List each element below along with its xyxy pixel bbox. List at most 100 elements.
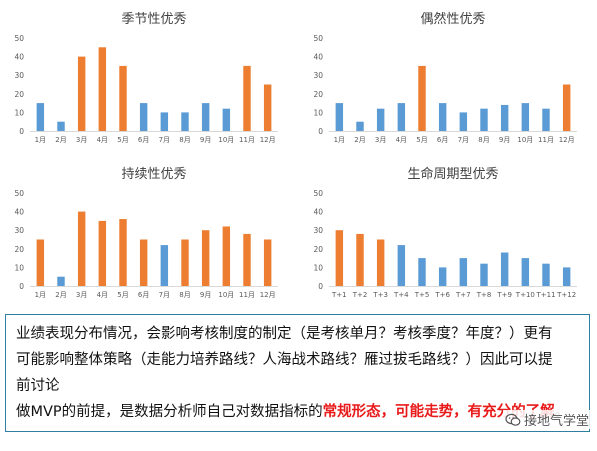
y-tick-label: 50	[14, 189, 24, 198]
description-line-4-prefix: 做MVP的前提，是数据分析师自己对数据指标的	[16, 404, 323, 420]
bar	[263, 239, 272, 286]
x-tick-label: 11月	[239, 291, 255, 299]
bar	[139, 239, 148, 286]
bar	[181, 239, 189, 286]
chart-svg: 偶然性优秀 0 10 20 30 40 50 1月 2月 3月 4月 5月 6月 7月 8月 9月 10月 11月…	[313, 11, 577, 144]
y-tick-label: 30	[313, 226, 323, 235]
bar	[160, 245, 169, 286]
bar	[562, 84, 571, 131]
x-tick-label: 11月	[538, 136, 554, 144]
bar	[36, 239, 45, 286]
y-tick-label: 0	[19, 282, 24, 291]
bar	[542, 108, 550, 131]
y-tick-label: 10	[14, 263, 24, 272]
description-line-4: 做MVP的前提，是数据分析师自己对数据指标的常规形态，可能走势，有充分的了解。	[16, 399, 583, 425]
bar	[119, 219, 127, 286]
bar	[201, 103, 210, 131]
x-tick-label: 3月	[76, 291, 87, 299]
watermark-text: 接地气学堂	[523, 414, 589, 429]
x-tick-label: 5月	[117, 136, 128, 144]
x-tick-label: T+7	[455, 291, 471, 299]
x-tick-label: 12月	[559, 136, 575, 144]
bar	[480, 263, 488, 286]
x-tick-label: 7月	[159, 136, 170, 144]
bar	[119, 65, 127, 131]
x-tick-label: 8月	[478, 136, 489, 144]
bar	[397, 245, 406, 286]
x-tick-label: 7月	[159, 291, 170, 299]
bar	[480, 108, 488, 131]
bar	[500, 104, 509, 131]
y-tick-label: 50	[14, 34, 24, 43]
bar	[181, 112, 189, 131]
chart-title: 生命周期型优秀	[407, 166, 498, 182]
x-tick-label: 2月	[55, 136, 66, 144]
bar	[263, 84, 272, 131]
x-tick-label: T+5	[414, 291, 430, 299]
x-tick-label: 4月	[97, 136, 108, 144]
x-tick-label: 6月	[437, 136, 448, 144]
bar	[356, 233, 364, 286]
x-tick-label: T+2	[352, 291, 368, 299]
x-tick-label: 5月	[416, 136, 427, 144]
description-line-1: 业绩表现分布情况，会影响考核制度的制定（是考核单月？考核季度？年度？）更有	[16, 326, 553, 342]
bar	[418, 65, 426, 131]
x-tick-label: 10月	[218, 291, 234, 299]
bar	[77, 56, 86, 131]
x-tick-label: T+6	[434, 291, 450, 299]
description-line-2: 可能影响整体策略（走能力培养路线？人海战术路线？雁过拔毛路线？）因此可以提	[16, 352, 553, 368]
description-highlight: 常规形态，可能走势，有充分的了解	[322, 404, 555, 420]
x-tick-label: T+8	[476, 291, 492, 299]
y-tick-label: 10	[313, 263, 323, 272]
x-tick-label: 9月	[499, 136, 510, 144]
bar	[243, 233, 251, 286]
y-tick-label: 30	[14, 226, 24, 235]
x-tick-label: 2月	[354, 136, 365, 144]
bar	[57, 121, 65, 131]
chart-panel-seasonal: 季节性优秀 0 10 20 30 40 50 1月 2月 3月 4月 5月 6月 7月 8月 9月 10月 11月…	[0, 0, 298, 155]
y-tick-label: 50	[313, 189, 323, 198]
x-tick-label: 2月	[55, 291, 66, 299]
y-tick-label: 40	[313, 208, 323, 217]
bar	[57, 276, 65, 286]
description-line-3: 前讨论	[16, 378, 60, 394]
x-tick-label: 10月	[517, 136, 533, 144]
chart-title: 偶然性优秀	[420, 11, 485, 27]
bar	[98, 47, 107, 131]
y-tick-label: 0	[19, 127, 24, 136]
bar	[335, 230, 344, 286]
x-tick-label: T+10	[515, 291, 535, 299]
x-tick-label: 1月	[334, 136, 345, 144]
x-tick-label: 6月	[138, 136, 149, 144]
bar	[77, 211, 86, 286]
x-tick-label: 7月	[458, 136, 469, 144]
bar	[438, 103, 447, 131]
y-tick-label: 40	[14, 53, 24, 62]
x-tick-label: T+3	[372, 291, 388, 299]
y-tick-label: 20	[313, 90, 323, 99]
x-tick-label: 11月	[239, 136, 255, 144]
y-tick-label: 0	[318, 127, 323, 136]
x-tick-label: T+11	[535, 291, 555, 299]
x-tick-label: 10月	[218, 136, 234, 144]
y-tick-label: 10	[313, 108, 323, 117]
x-tick-label: 1月	[35, 291, 46, 299]
x-tick-label: 3月	[76, 136, 87, 144]
chart-title: 持续性优秀	[121, 167, 186, 182]
y-tick-label: 10	[14, 108, 24, 117]
bar	[36, 103, 45, 131]
bar	[521, 103, 530, 131]
chart-panel-lifecycle: 生命周期型优秀 0 10 20 30 40 50 T+1 T+2 T+3 T+4 T+5 T+6 T+7 T…	[299, 155, 597, 310]
chart-svg: 持续性优秀 0 10 20 30 40 50 1月 2月 3月 4月 5月 6月 7月 8月 9月 10月 11月…	[14, 167, 278, 299]
chart-panel-sustained: 持续性优秀 0 10 20 30 40 50 1月 2月 3月 4月 5月 6月 7月 8月 9月 10月 11月…	[0, 155, 298, 310]
bar	[376, 108, 385, 131]
wechat-bubble-icon	[505, 413, 521, 427]
y-tick-label: 20	[14, 90, 24, 99]
x-tick-label: 6月	[138, 291, 149, 299]
description-text-box: 业绩表现分布情况，会影响考核制度的制定（是考核单月？考核季度？年度？）更有 可能…	[5, 314, 590, 432]
bar	[356, 121, 364, 131]
x-tick-label: 9月	[200, 136, 211, 144]
bar	[542, 263, 550, 286]
x-tick-label: 12月	[260, 136, 276, 144]
x-tick-label: 1月	[35, 136, 46, 144]
